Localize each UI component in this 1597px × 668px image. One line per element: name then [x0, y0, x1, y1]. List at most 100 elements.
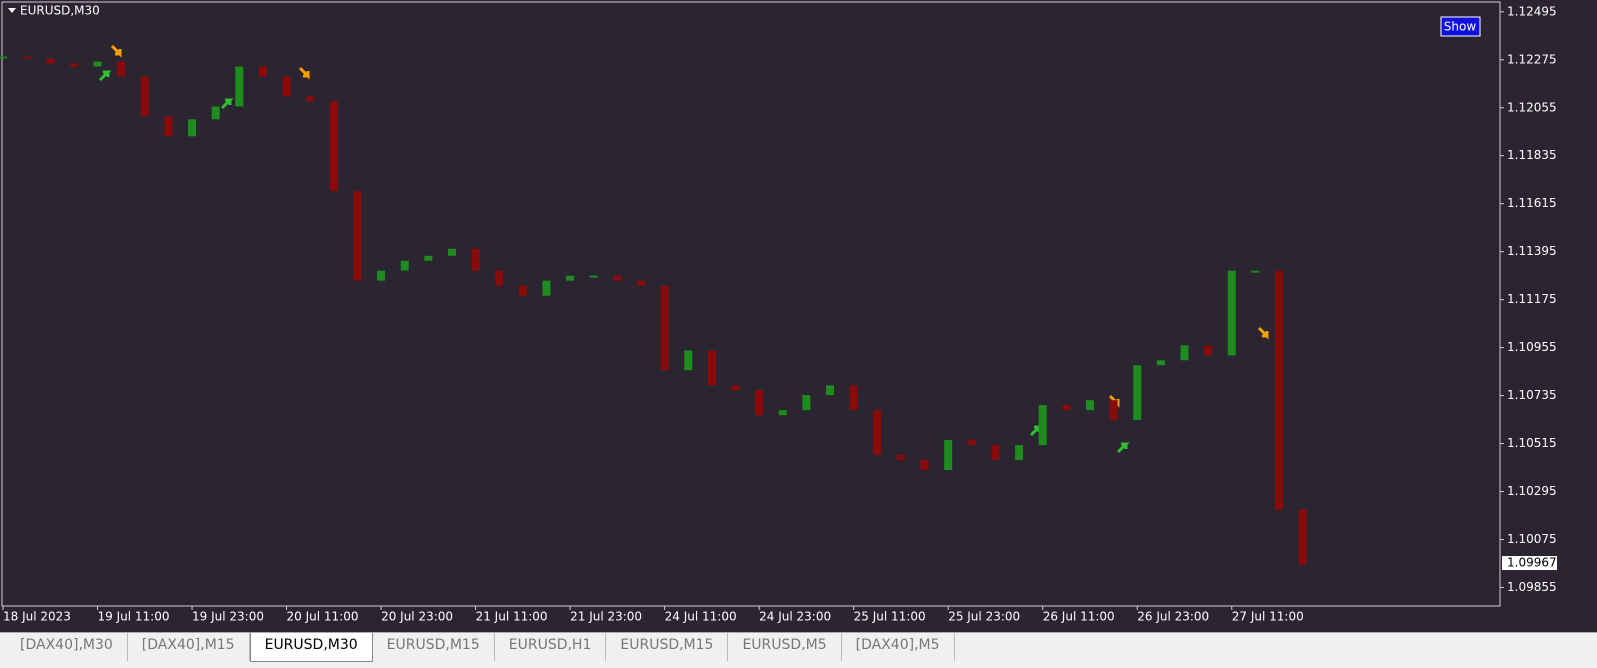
buy-arrows — [98, 70, 1130, 454]
tab[interactable]: EURUSD,M15 — [373, 633, 495, 661]
candle — [944, 440, 953, 470]
candle — [1038, 405, 1047, 446]
y-tick-label: 1.10075 — [1507, 532, 1557, 546]
tab[interactable]: EURUSD,H1 — [495, 633, 607, 661]
candle — [566, 275, 575, 281]
candle — [447, 248, 456, 256]
x-tick-label: 24 Jul 23:00 — [759, 610, 831, 624]
candle — [1133, 365, 1142, 421]
candle — [1298, 509, 1307, 565]
candle — [542, 280, 551, 296]
x-tick-label: 19 Jul 11:00 — [98, 610, 170, 624]
candle — [826, 385, 835, 396]
candle — [400, 260, 409, 271]
candle — [1227, 270, 1236, 356]
tab[interactable]: EURUSD,M15 — [606, 633, 729, 661]
candle — [46, 58, 55, 64]
plot-frame — [1, 1, 1501, 607]
tab[interactable]: EURUSD,M30 — [249, 633, 373, 662]
candle — [1085, 400, 1094, 411]
candle — [873, 410, 882, 455]
candle — [0, 56, 7, 59]
y-tick-label: 1.11615 — [1507, 196, 1557, 210]
show-button-label[interactable]: Show — [1444, 20, 1477, 34]
candle — [896, 454, 905, 460]
candle — [589, 275, 598, 278]
current-price-box — [1502, 556, 1557, 571]
candle — [991, 445, 1000, 460]
candle — [849, 385, 858, 411]
y-tick-label: 1.11835 — [1507, 148, 1557, 162]
x-tick-label: 25 Jul 23:00 — [948, 610, 1020, 624]
candle — [329, 101, 338, 192]
menu-arrow[interactable] — [8, 8, 16, 13]
y-tick-label: 1.12495 — [1507, 4, 1557, 18]
candle — [1015, 445, 1024, 460]
tab[interactable]: [DAX40],M15 — [128, 633, 250, 661]
candle — [1180, 345, 1189, 361]
candle — [1251, 270, 1260, 273]
sell-arrows — [110, 44, 1269, 408]
candle — [117, 61, 126, 77]
x-tick-label: 18 Jul 2023 — [3, 610, 71, 624]
x-tick-label: 26 Jul 23:00 — [1137, 610, 1209, 624]
y-tick-label: 1.12275 — [1507, 52, 1557, 66]
show-button[interactable] — [1440, 16, 1481, 37]
tab-bar: [DAX40],M30 [DAX40],M15 EURUSD,M30 EURUSD,M… — [0, 632, 1597, 668]
candle — [211, 106, 220, 120]
candle — [684, 350, 693, 371]
candle — [1204, 345, 1213, 356]
candle — [731, 385, 740, 391]
candle — [920, 459, 929, 470]
candle — [188, 119, 197, 137]
y-tick-label: 1.10955 — [1507, 340, 1557, 354]
x-tick-label: 21 Jul 11:00 — [476, 610, 548, 624]
tab[interactable]: [DAX40],M5 — [842, 633, 955, 661]
candle — [613, 275, 622, 281]
candle — [140, 76, 149, 117]
y-tick-label: 1.10735 — [1507, 388, 1557, 402]
candle — [1062, 405, 1071, 411]
y-tick-label: 1.11175 — [1507, 292, 1557, 306]
x-tick-label: 20 Jul 11:00 — [287, 610, 359, 624]
candle — [1156, 360, 1165, 366]
candle — [22, 56, 31, 59]
candle — [1275, 270, 1284, 510]
tab[interactable]: [DAX40],M30 — [6, 633, 128, 661]
y-tick-label: 1.10515 — [1507, 436, 1557, 450]
chart: EURUSD,M30 Show 1.12495 1.12275 1.12055 1.1… — [0, 1, 1557, 624]
candle — [353, 191, 362, 281]
y-tick-label: 1.11395 — [1507, 244, 1557, 258]
current-price-label: 1.09967 — [1507, 556, 1557, 570]
tab[interactable]: EURUSD,M5 — [728, 633, 842, 661]
candle — [164, 116, 173, 137]
y-tick-label: 1.10295 — [1507, 484, 1557, 498]
x-tick-label: 26 Jul 11:00 — [1043, 610, 1115, 624]
candle — [235, 66, 244, 107]
candle — [69, 63, 78, 67]
candle — [755, 390, 764, 416]
x-tick-label: 25 Jul 11:00 — [854, 610, 926, 624]
x-tick-label: 24 Jul 11:00 — [665, 610, 737, 624]
candle — [778, 410, 787, 416]
x-tick-label: 27 Jul 11:00 — [1232, 610, 1304, 624]
candle — [306, 96, 315, 102]
candle — [471, 248, 480, 271]
candle — [967, 440, 976, 446]
candle — [802, 395, 811, 411]
symbol-title: EURUSD,M30 — [20, 4, 100, 18]
candle — [637, 280, 646, 286]
candle — [93, 61, 102, 67]
candle — [377, 270, 386, 281]
candle — [518, 285, 527, 296]
candle — [424, 255, 433, 261]
candle — [1109, 400, 1118, 421]
candle — [495, 270, 504, 286]
y-tick-label: 1.12055 — [1507, 100, 1557, 114]
x-tick-label: 20 Jul 23:00 — [381, 610, 453, 624]
candle — [707, 350, 716, 386]
candle — [258, 66, 267, 77]
candle — [660, 285, 669, 371]
x-tick-label: 21 Jul 23:00 — [570, 610, 642, 624]
